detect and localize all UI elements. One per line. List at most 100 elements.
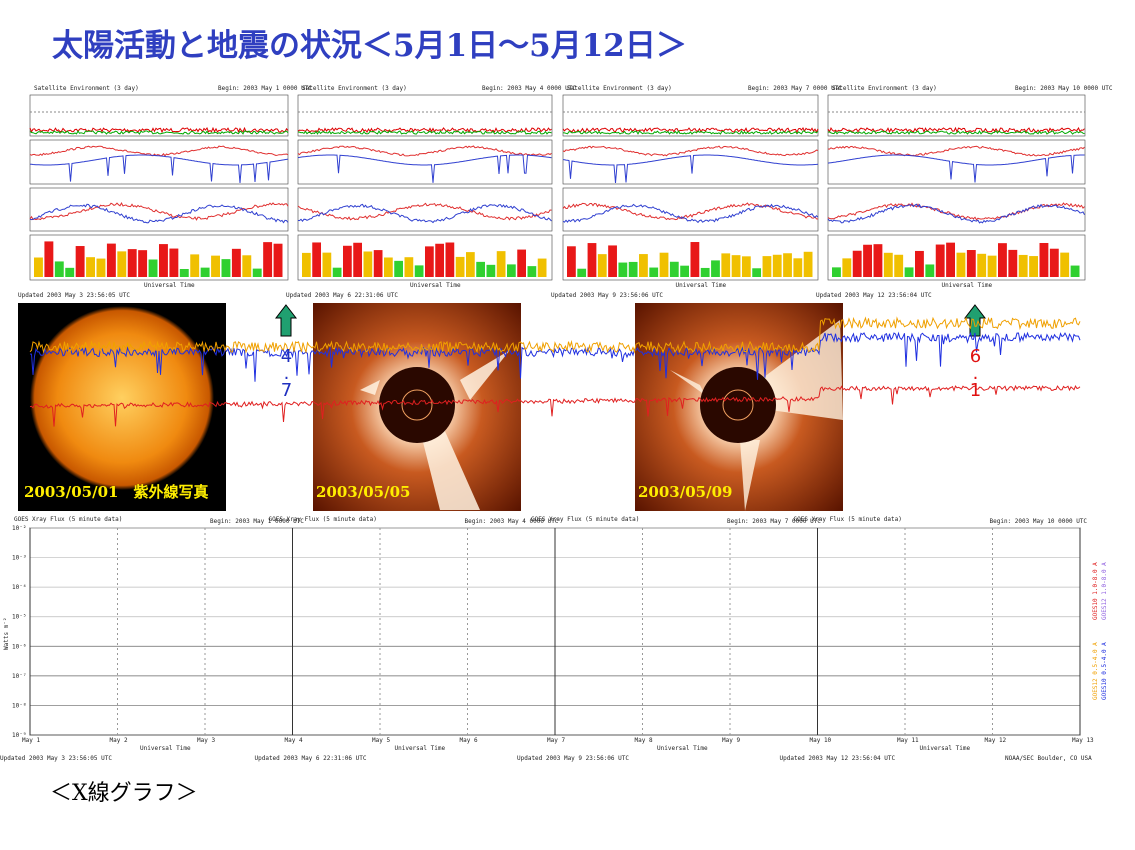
kp-bar — [394, 260, 403, 277]
kp-bar — [190, 254, 200, 277]
kp-bar — [96, 258, 106, 277]
kp-bar — [762, 256, 772, 277]
occulter — [379, 367, 455, 443]
kp-bar — [537, 258, 547, 277]
kp-bar — [496, 251, 506, 277]
x-tick-label: May 5 — [372, 737, 390, 744]
kp-bar — [425, 246, 434, 277]
panel-header: Satellite Environment (3 day) — [302, 85, 407, 92]
kp-bar — [1049, 248, 1059, 277]
strip — [29, 234, 289, 281]
kp-bar — [517, 249, 526, 277]
kp-bar — [44, 241, 54, 277]
electron-line — [562, 129, 819, 135]
credit: NOAA/SEC Boulder, CO USA — [1005, 755, 1092, 762]
y-tick-label: 10⁻⁷ — [12, 673, 26, 680]
y-tick-label: 10⁻⁶ — [12, 643, 26, 650]
legend-entry: GOES10 1.0-8.0 A — [1092, 562, 1099, 620]
kp-bar — [273, 243, 283, 277]
kp-bar — [507, 264, 516, 277]
x-tick-label: May 11 — [897, 737, 919, 744]
flux-line — [29, 145, 289, 157]
short-flux-alt — [29, 316, 1081, 354]
kp-bar — [894, 254, 904, 277]
kp-bar — [445, 242, 455, 277]
kp-bar — [1039, 242, 1049, 277]
arrow — [274, 304, 298, 337]
kp-bar — [669, 261, 679, 277]
axis-label: Universal Time — [942, 282, 993, 289]
xray-begin: Begin: 2003 May 4 0000 UTC — [465, 518, 559, 525]
kp-bar — [404, 257, 414, 277]
electron-line — [827, 130, 1085, 135]
xray-footer: Updated 2003 May 3 23:56:05 UTC — [0, 755, 112, 762]
kp-bar — [639, 254, 648, 277]
kp-bar — [373, 250, 383, 277]
kp-bar — [915, 250, 924, 277]
panel-footer: Updated 2003 May 6 22:31:06 UTC — [286, 292, 398, 299]
legend-entry: GOES10 0.5-4.0 A — [1101, 642, 1108, 700]
xray-begin: Begin: 2003 May 10 0000 UTC — [990, 518, 1088, 525]
kp-bar — [159, 244, 168, 277]
kp-bar — [659, 252, 669, 277]
kp-bar — [148, 259, 158, 277]
flux-line — [29, 154, 289, 183]
kp-bar — [302, 252, 311, 277]
field-line — [562, 202, 819, 221]
kp-bar — [363, 251, 373, 277]
kp-bar — [628, 261, 638, 277]
kp-bar — [466, 252, 475, 277]
arrow — [963, 304, 987, 337]
y-tick-label: 10⁻² — [12, 525, 26, 532]
kp-bar — [649, 267, 659, 277]
kp-bar — [935, 244, 945, 277]
proton-line — [297, 127, 552, 134]
kp-bar — [690, 242, 700, 277]
panel-begin: Begin: 2003 May 7 0000 UTC — [748, 85, 842, 92]
xray-footer: Updated 2003 May 6 22:31:06 UTC — [255, 755, 367, 762]
kp-bar — [435, 243, 444, 277]
kp-bar — [608, 245, 617, 277]
y-tick-label: 10⁻⁴ — [12, 584, 26, 591]
electron-line — [297, 130, 552, 135]
flux-line — [562, 154, 819, 184]
kp-bar — [34, 257, 43, 277]
strip — [297, 139, 553, 185]
kp-bar — [904, 267, 914, 277]
legend-entry: GOES12 1.0-8.0 A — [1101, 562, 1108, 620]
x-tick-label: May 13 — [1072, 737, 1094, 744]
kp-bar — [577, 268, 587, 277]
kp-bar — [75, 246, 85, 277]
kp-bar — [231, 248, 241, 277]
panel-header: Satellite Environment (3 day) — [34, 85, 139, 92]
kp-bar — [700, 267, 710, 277]
kp-bar — [597, 254, 607, 277]
xray-header: GOES Xray Flux (5 minute data) — [794, 516, 902, 523]
kp-bar — [803, 251, 813, 277]
kp-bar — [384, 257, 393, 277]
field-line — [29, 202, 289, 221]
strip — [827, 139, 1086, 185]
axis-label: Universal Time — [676, 282, 727, 289]
field-line — [562, 203, 819, 224]
axis-label: Universal Time — [920, 745, 971, 752]
y-axis-label: Watts m⁻² — [3, 617, 10, 650]
flux-line — [297, 154, 552, 183]
kp-bar — [343, 245, 352, 277]
xray-begin: Begin: 2003 May 1 0000 UTC — [210, 518, 304, 525]
kp-bar — [852, 250, 862, 277]
panel-footer: Updated 2003 May 12 23:56:04 UTC — [816, 292, 932, 299]
axis-label: Universal Time — [144, 282, 195, 289]
y-tick-label: 10⁻⁵ — [12, 614, 26, 621]
xray-footer: Updated 2003 May 9 23:56:06 UTC — [517, 755, 629, 762]
kp-bar — [252, 268, 262, 277]
x-tick-label: May 2 — [110, 737, 128, 744]
panel-begin: Begin: 2003 May 1 0000 UTC — [218, 85, 312, 92]
electron-line — [29, 130, 289, 135]
kp-bar — [242, 255, 252, 277]
kp-bar — [200, 267, 210, 277]
kp-bar — [946, 242, 955, 277]
x-tick-label: May 12 — [985, 737, 1007, 744]
